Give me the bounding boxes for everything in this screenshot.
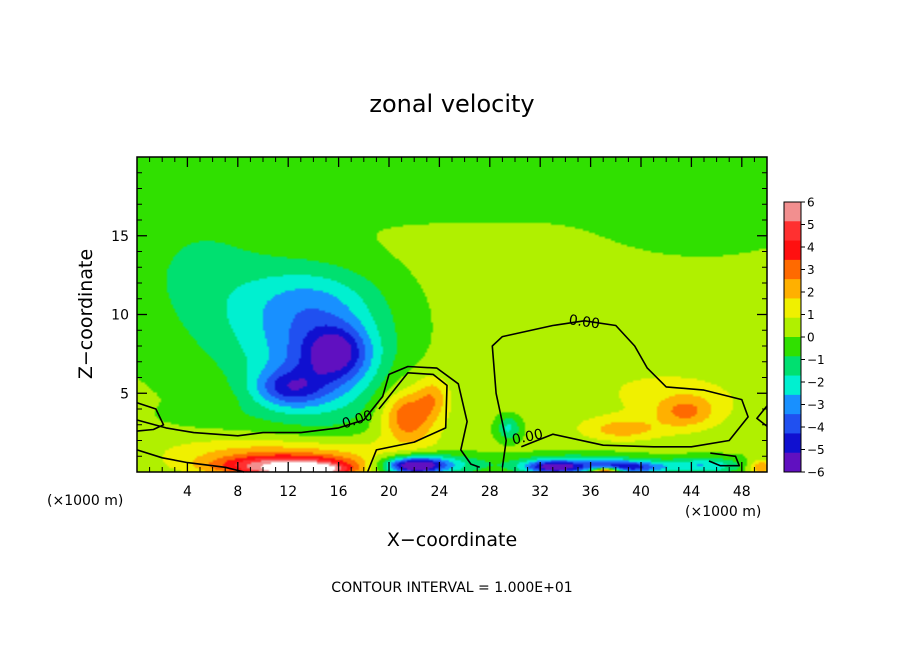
x-unit-left: (×1000 m): [47, 493, 123, 509]
y-axis-title: Z−coordinate: [75, 249, 97, 379]
x-axis-title: X−coordinate: [387, 529, 517, 551]
zero-contours: [136, 320, 768, 473]
x-unit-right: (×1000 m): [685, 504, 761, 520]
contour-label-3: 0.00: [511, 426, 545, 448]
colorbar-tick-label: 4: [807, 241, 815, 255]
colorbar-tick-label: 0: [807, 331, 815, 345]
contour-interval-note: CONTOUR INTERVAL = 1.000E+01: [331, 580, 572, 596]
colorbar-tick-label: 1: [807, 308, 815, 322]
colorbar-swatch: [784, 202, 801, 222]
colorbar-swatch: [784, 414, 801, 434]
colorbar: 6 5 4 3 2 1 0 −1 −2 −3 −4 −5 −6: [783, 196, 825, 480]
plot-area: 0.000.000.00 4 8 12 16 20 24 28 32 36 40 44 48 5101…: [111, 156, 768, 500]
colorbar-swatch: [784, 337, 801, 357]
colorbar-swatch: [784, 259, 801, 280]
x-tick-label: 16: [330, 484, 348, 500]
x-tick-label: 12: [279, 484, 297, 500]
contour-line-1: [491, 320, 749, 468]
colorbar-swatch: [784, 279, 801, 299]
contour-line-3: [366, 372, 448, 473]
minor-ticks: [137, 157, 767, 472]
colorbar-swatch: [784, 298, 801, 319]
x-tick-label: 44: [682, 484, 700, 500]
colorbar-tick-label: 6: [807, 196, 815, 210]
colorbar-tick-label: −6: [807, 466, 825, 480]
chart-title: zonal velocity: [369, 90, 534, 118]
x-tick-label: 32: [531, 484, 549, 500]
contour-line-7: [756, 405, 768, 427]
colorbar-swatch: [784, 221, 801, 241]
colorbar-swatch: [784, 452, 801, 473]
colorbar-swatch: [784, 433, 801, 454]
y-tick-label: 10: [111, 308, 129, 324]
colorbar-tick-label: −4: [807, 421, 825, 435]
x-axis-ticks: 4 8 12 16 20 24 28 32 36 40 44 48: [183, 157, 751, 500]
x-tick-label: 20: [380, 484, 398, 500]
colorbar-swatch: [784, 240, 801, 261]
colorbar-tick-label: −2: [807, 376, 825, 390]
colorbar-swatch: [784, 375, 801, 396]
velocity-field: [137, 157, 767, 472]
colorbar-tick-label: −3: [807, 398, 825, 412]
x-tick-label: 4: [183, 484, 192, 500]
x-tick-label: 36: [582, 484, 600, 500]
colorbar-swatch: [784, 317, 801, 338]
colorbar-tick-label: 2: [807, 286, 815, 300]
y-tick-label: 15: [111, 229, 129, 245]
contour-line-2: [136, 365, 480, 469]
contour-line-6: [708, 452, 741, 467]
colorbar-swatch: [784, 394, 801, 415]
y-axis-ticks: 5 10 15: [111, 229, 767, 402]
x-tick-label: 40: [632, 484, 650, 500]
contour-labels: 0.000.000.00: [340, 312, 601, 448]
colorbar-tick-label: 3: [807, 263, 815, 277]
x-tick-label: 8: [233, 484, 242, 500]
x-tick-label: 28: [481, 484, 499, 500]
y-tick-label: 5: [120, 386, 129, 402]
colorbar-tick-label: 5: [807, 218, 815, 232]
x-tick-label: 24: [430, 484, 448, 500]
x-tick-label: 48: [733, 484, 751, 500]
field-canvas-holder: [137, 157, 767, 472]
contour-label-1: 0.00: [568, 312, 601, 332]
colorbar-swatch: [784, 356, 801, 376]
colorbar-tick-label: −5: [807, 443, 825, 457]
colorbar-tick-label: −1: [807, 353, 825, 367]
contour-line-4: [136, 401, 165, 432]
